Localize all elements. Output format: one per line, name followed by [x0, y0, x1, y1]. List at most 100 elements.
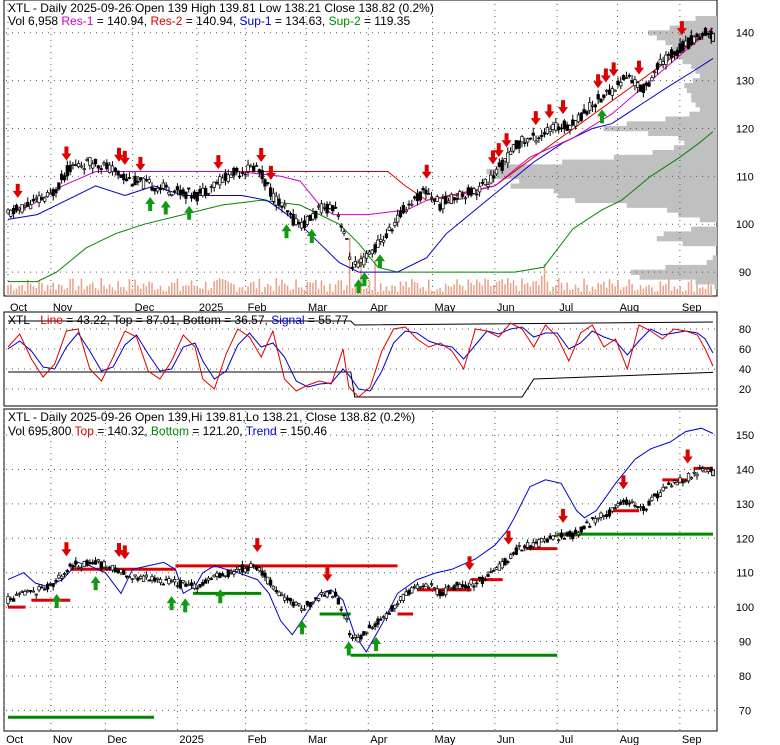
candle-body [285, 210, 290, 213]
candle-body [370, 249, 374, 255]
volume-bar [382, 290, 385, 296]
volume-bar [60, 285, 63, 296]
y-tick-label: 90 [739, 637, 751, 649]
candle-body [153, 577, 157, 582]
candle-body [390, 229, 394, 232]
candle-body [240, 564, 245, 573]
candle-body [695, 473, 699, 477]
candle-body [703, 28, 708, 36]
candle-body [458, 584, 462, 589]
candle-body [477, 185, 482, 193]
candle-body [627, 75, 631, 77]
candle-body [350, 637, 355, 639]
x-tick-label: Dec [107, 734, 127, 745]
candle-body [511, 144, 516, 152]
sell-arrow-icon [558, 100, 569, 115]
buy-arrow-icon [353, 279, 364, 294]
sell-arrow-icon [487, 150, 498, 165]
volume-bar [433, 291, 436, 296]
candle-body [283, 596, 287, 601]
candle-body [204, 579, 208, 584]
candle-body [181, 189, 185, 195]
candle-body [410, 587, 414, 594]
volume-bar [114, 290, 117, 296]
volume-profile-bar [652, 150, 717, 156]
candle-body [252, 565, 256, 568]
volume-bar [142, 283, 145, 296]
volume-bar [628, 279, 631, 296]
volume-bar [518, 290, 520, 296]
volume-bar [125, 290, 128, 296]
candle-body [630, 500, 634, 503]
candle-body [156, 187, 160, 192]
volume-bar [176, 278, 179, 296]
candle-body [280, 205, 284, 208]
volume-bar [26, 279, 29, 296]
volume-bar [298, 287, 300, 296]
candle-body [579, 526, 583, 533]
oscillator-y-axis: 20 40 60 80 [739, 324, 751, 396]
candle-body [209, 578, 213, 580]
candle-body [483, 178, 487, 186]
candle-body [116, 170, 120, 176]
volume-bar [515, 285, 518, 296]
candle-body [701, 32, 705, 36]
candle-body [133, 574, 137, 577]
candle-body [678, 477, 682, 483]
candle-body [113, 167, 117, 172]
volume-bar [329, 283, 331, 296]
candle-body [48, 582, 53, 585]
volume-bar [281, 279, 283, 296]
volume-bar [343, 289, 345, 296]
candle-body [263, 179, 267, 187]
candle-body [590, 104, 595, 107]
volume-bar [684, 290, 687, 296]
candle-body [215, 572, 219, 577]
volume-bar [507, 278, 509, 296]
candle-body [641, 84, 646, 94]
candle-body [446, 200, 451, 203]
candle-body [359, 258, 363, 263]
buy-arrow-icon [374, 254, 385, 269]
volume-profile-bar [674, 145, 717, 151]
volume-bar [642, 288, 645, 296]
volume-bar [710, 285, 712, 296]
header-segment: Res-2 [150, 14, 182, 28]
candle-body [249, 165, 253, 168]
header-segment: Res-1 [61, 14, 93, 28]
candle-body [237, 175, 242, 178]
candle-body [62, 573, 67, 575]
candle-body [175, 585, 180, 587]
volume-bar [173, 282, 176, 296]
volume-profile-bar [519, 178, 717, 184]
volume-bar [456, 279, 458, 296]
volume-bar [168, 286, 170, 296]
candle-body [373, 244, 377, 253]
candle-body [650, 77, 654, 82]
candle-body [573, 120, 578, 127]
volume-bar [346, 285, 348, 296]
oscillator-lines [7, 320, 714, 398]
volume-bar [543, 264, 546, 296]
volume-bar [535, 281, 537, 296]
candle-body [28, 590, 33, 592]
volume-bar [707, 281, 710, 296]
candle-body [494, 168, 499, 175]
candle-body [62, 175, 67, 181]
candle-body [621, 500, 626, 503]
header-segment: = 55.77 [305, 313, 349, 327]
candle-body [353, 261, 357, 265]
volume-profile-bar [684, 140, 717, 146]
candle-body [412, 585, 417, 588]
y-tick-label: 130 [736, 76, 754, 88]
candle-body [641, 506, 646, 511]
candle-body [523, 545, 527, 549]
volume-bar [411, 278, 413, 296]
buy-arrow-icon [215, 589, 226, 604]
volume-bar [402, 285, 405, 296]
candle-body [376, 239, 380, 248]
volume-bar [122, 287, 125, 296]
volume-bar [261, 291, 263, 296]
candle-body [489, 174, 493, 184]
volume-bar [597, 282, 599, 296]
